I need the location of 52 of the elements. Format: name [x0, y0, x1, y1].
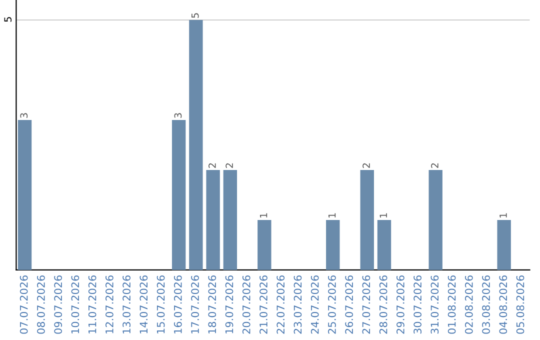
data-label: 5: [192, 13, 199, 18]
bar: [172, 120, 186, 270]
x-tick-label: 17.07.2026: [191, 275, 199, 334]
bar: [258, 220, 272, 270]
data-label: 1: [260, 213, 268, 218]
x-tick-label: 20.07.2026: [242, 275, 250, 334]
x-tick-label: 24.07.2026: [310, 275, 319, 334]
x-tick-label: 25.07.2026: [328, 275, 336, 334]
bar: [223, 170, 238, 270]
bar: [428, 170, 442, 270]
x-tick-label: 02.08.2026: [464, 275, 473, 334]
bar: [326, 220, 340, 270]
bar: [189, 20, 203, 270]
x-tick-label: 21.07.2026: [260, 275, 268, 334]
x-tick-label: 29.07.2026: [396, 275, 404, 334]
x-tick-label: 08.07.2026: [37, 275, 45, 334]
bar: [377, 220, 392, 270]
x-tick-label: 23.07.2026: [294, 275, 302, 334]
x-tick-label: 31.07.2026: [430, 275, 439, 334]
x-tick-label: 03.08.2026: [482, 275, 490, 334]
data-label: 1: [500, 213, 507, 218]
x-tick-label: 30.07.2026: [414, 275, 422, 334]
bar: [206, 170, 220, 270]
x-tick-label: 16.07.2026: [174, 275, 182, 334]
data-label: 2: [208, 163, 216, 168]
x-tick-label: 01.08.2026: [448, 275, 456, 334]
bar: [360, 170, 374, 270]
data-label: 1: [328, 213, 336, 218]
data-label: 1: [380, 213, 387, 218]
x-tick-label: 22.07.2026: [276, 275, 285, 334]
bar: [18, 120, 32, 270]
x-tick-label: 09.07.2026: [54, 275, 62, 334]
x-tick-label: 14.07.2026: [140, 275, 148, 334]
x-tick-label: 26.07.2026: [345, 275, 354, 334]
x-tick-label: 10.07.2026: [71, 275, 80, 334]
x-tick-label: 12.07.2026: [105, 275, 114, 334]
x-tick-label: 15.07.2026: [156, 275, 165, 334]
x-tick-label: 11.07.2026: [88, 275, 96, 334]
data-label: 3: [174, 113, 182, 118]
data-label: 2: [431, 163, 438, 168]
data-label: 2: [226, 163, 233, 168]
x-tick-label: 13.07.2026: [122, 275, 130, 334]
x-tick-label: 18.07.2026: [208, 275, 216, 334]
x-tick-label: 27.07.2026: [362, 275, 370, 334]
x-tick-label: 28.07.2026: [379, 275, 388, 334]
data-label: 3: [20, 113, 28, 118]
x-tick-label: 19.07.2026: [225, 275, 234, 334]
x-tick-label: 04.08.2026: [499, 275, 508, 334]
x-tick-label: 05.08.2026: [516, 275, 524, 334]
data-label: 2: [362, 163, 370, 168]
x-tick-label: 07.07.2026: [20, 275, 28, 334]
bar: [497, 220, 511, 270]
